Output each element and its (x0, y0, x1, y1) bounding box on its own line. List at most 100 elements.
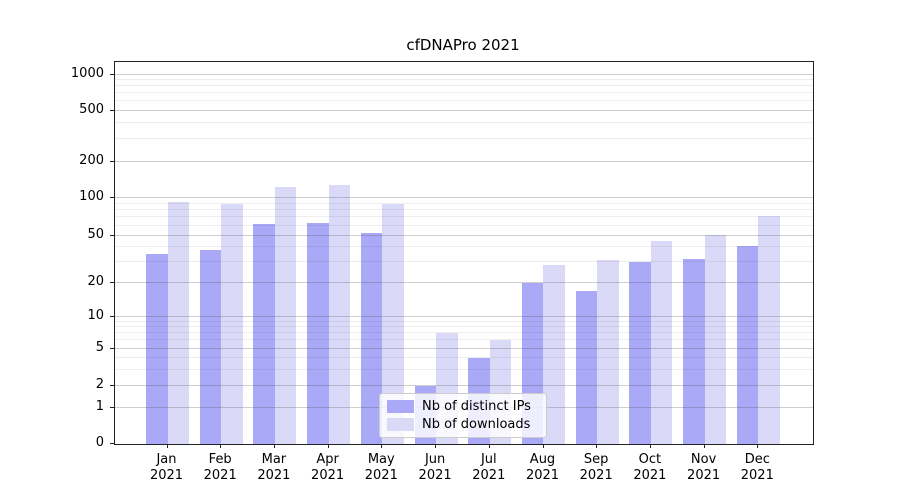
legend-row-downloads: Nb of downloads (387, 417, 546, 432)
bar-ips-sep (575, 290, 598, 444)
legend-label-downloads: Nb of downloads (422, 417, 531, 432)
gridline-minor-900 (115, 79, 813, 81)
gridline-minor-8 (115, 326, 813, 328)
x-tick-label-nov: Nov 2021 (687, 452, 721, 483)
y-tick-label-5: 5 (95, 339, 104, 355)
bar-ips-feb (199, 249, 222, 444)
bar-downloads-oct (650, 241, 673, 444)
x-tick-mark-dec (757, 444, 759, 448)
y-tick-mark-50 (110, 234, 114, 236)
y-tick-mark-100 (110, 196, 114, 198)
x-tick-mark-may (381, 444, 383, 448)
x-tick-mark-oct (649, 444, 651, 448)
x-tick-label-sep: Sep 2021 (579, 452, 613, 483)
x-tick-label-feb: Feb 2021 (203, 452, 237, 483)
x-tick-mark-jun (435, 444, 437, 448)
x-tick-label-may: May 2021 (364, 452, 398, 483)
gridline-major-100 (115, 196, 813, 198)
bar-ips-apr (307, 223, 329, 444)
x-tick-label-apr: Apr 2021 (311, 452, 345, 483)
bar-ips-nov (683, 258, 705, 444)
gridline-minor-7 (115, 332, 813, 334)
bar-ips-dec (736, 245, 759, 444)
bar-downloads-mar (274, 186, 297, 444)
y-tick-label-2: 2 (95, 377, 104, 393)
bar-downloads-sep (597, 260, 619, 444)
y-tick-mark-2 (110, 385, 114, 387)
x-tick-mark-nov (703, 444, 705, 448)
gridline-minor-90 (115, 202, 813, 204)
gridline-minor-30 (115, 260, 813, 262)
gridline-minor-6 (115, 339, 813, 341)
y-tick-mark-20 (110, 281, 114, 283)
x-tick-mark-jan (166, 444, 168, 448)
gridline-major-1000 (115, 73, 813, 75)
legend: Nb of distinct IPs Nb of downloads (379, 393, 547, 438)
y-tick-label-50: 50 (87, 226, 104, 242)
legend-swatch-downloads (387, 418, 414, 431)
x-tick-mark-jul (488, 444, 490, 448)
gridline-minor-70 (115, 216, 813, 218)
y-tick-mark-0 (110, 443, 114, 444)
gridline-minor-800 (115, 85, 813, 87)
gridline-minor-600 (115, 100, 813, 102)
gridline-minor-4 (115, 356, 813, 358)
x-tick-mark-feb (220, 444, 222, 448)
plot-area (114, 61, 814, 445)
gridline-major-20 (115, 281, 813, 283)
bar-ips-mar (253, 223, 275, 444)
x-tick-label-oct: Oct 2021 (633, 452, 667, 483)
y-tick-label-500: 500 (79, 101, 104, 117)
bar-downloads-may (382, 203, 404, 444)
bar-ips-oct (629, 261, 651, 444)
bar-downloads-feb (221, 203, 243, 444)
x-tick-mark-sep (596, 444, 598, 448)
gridline-minor-40 (115, 246, 813, 248)
gridline-minor-9 (115, 321, 813, 322)
y-tick-mark-500 (110, 109, 114, 111)
x-tick-label-aug: Aug 2021 (525, 452, 560, 483)
bar-ips-jan (146, 254, 168, 444)
gridline-minor-80 (115, 208, 813, 210)
y-tick-label-1000: 1000 (70, 65, 104, 81)
gridline-major-5 (115, 347, 813, 349)
x-tick-label-mar: Mar 2021 (257, 452, 291, 483)
legend-label-ips: Nb of distinct IPs (422, 399, 531, 414)
bar-ips-may (360, 232, 383, 444)
bar-downloads-nov (704, 234, 727, 444)
x-tick-label-dec: Dec 2021 (740, 452, 774, 483)
legend-swatch-ips (387, 400, 414, 413)
x-tick-label-jun: Jun 2021 (418, 452, 452, 483)
x-tick-label-jul: Jul 2021 (472, 452, 506, 483)
y-tick-label-1: 1 (95, 398, 104, 414)
x-tick-mark-mar (273, 444, 275, 448)
y-tick-label-20: 20 (87, 273, 104, 289)
y-tick-mark-1 (110, 406, 114, 408)
gridline-major-50 (115, 234, 813, 236)
x-tick-label-jan: Jan 2021 (149, 452, 184, 483)
bar-downloads-apr (328, 184, 351, 444)
y-tick-label-10: 10 (87, 308, 104, 324)
chart-title: cfDNAPro 2021 (406, 36, 520, 54)
gridline-major-200 (115, 160, 813, 162)
gridline-minor-400 (115, 122, 813, 124)
y-tick-label-0: 0 (95, 435, 104, 450)
y-tick-mark-5 (110, 347, 114, 349)
y-tick-mark-10 (110, 316, 114, 318)
gridline-minor-300 (115, 138, 813, 140)
bar-downloads-jan (167, 202, 189, 444)
bar-downloads-dec (758, 215, 780, 444)
gridline-minor-3 (115, 368, 813, 370)
y-tick-mark-1000 (110, 73, 114, 75)
x-tick-mark-apr (327, 444, 329, 448)
gridline-major-10 (115, 316, 813, 318)
gridline-major-2 (115, 385, 813, 387)
legend-row-ips: Nb of distinct IPs (387, 399, 546, 414)
gridline-minor-700 (115, 92, 813, 94)
y-tick-label-200: 200 (79, 152, 104, 168)
x-tick-mark-aug (542, 444, 544, 448)
bar-downloads-aug (543, 265, 565, 444)
y-tick-mark-200 (110, 160, 114, 162)
gridline-major-500 (115, 109, 813, 111)
